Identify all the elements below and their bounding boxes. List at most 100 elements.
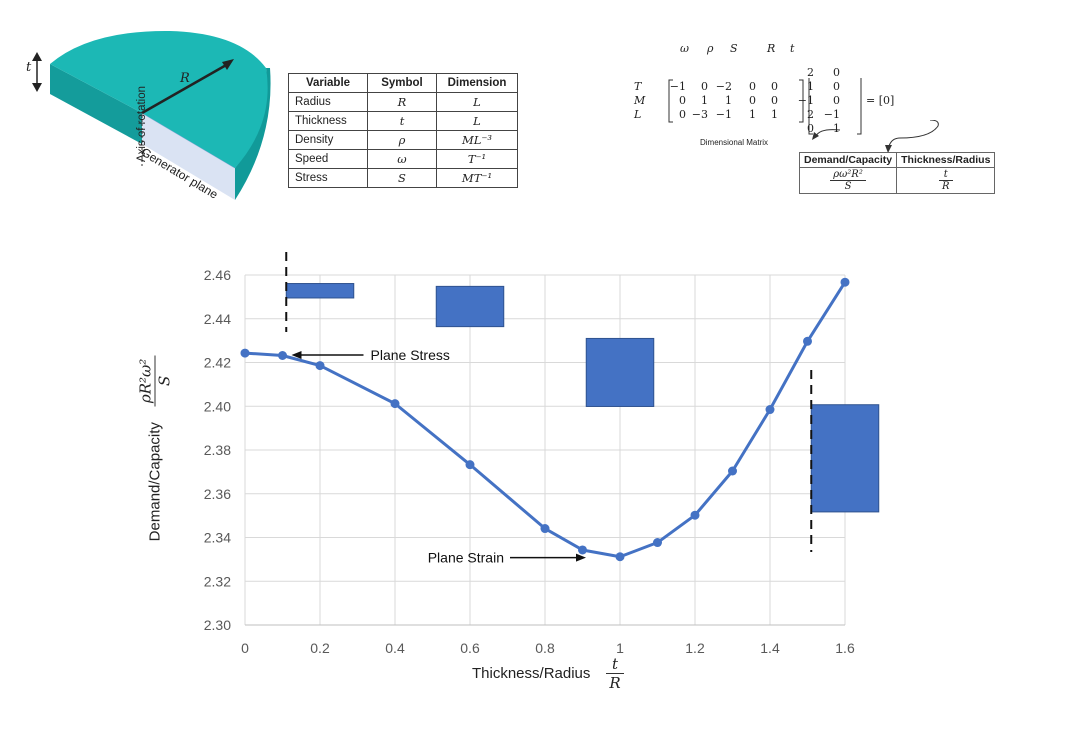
matrix-brackets	[668, 78, 862, 135]
table-row: Density ρ ML⁻³	[288, 130, 518, 150]
x-tick-label: 0.8	[535, 640, 555, 656]
thickness-radius-fraction: t R	[939, 169, 953, 192]
x-tick-label: 1	[616, 640, 624, 656]
matrix-cell: −1	[715, 108, 732, 121]
table-row: Thickness t L	[288, 111, 518, 131]
matrix-cell: 1	[749, 108, 756, 121]
y-tick-label: 2.36	[204, 486, 231, 502]
null-space-cell: −1	[797, 94, 814, 107]
y-axis-title: Demand/Capacity ρR²ω² S	[136, 334, 174, 564]
x-tick-label: 1.4	[760, 640, 780, 656]
matrix-cell: −3	[691, 108, 708, 121]
x-tick-label: 1.2	[685, 640, 705, 656]
cross-section-box	[810, 404, 880, 513]
annotation-arrowhead	[576, 553, 586, 562]
matrix-col-var: t	[790, 42, 795, 55]
fraction-denominator: R	[609, 674, 621, 692]
matrix-cell: 0	[679, 94, 686, 107]
data-point	[540, 524, 550, 534]
cross-section-box	[585, 337, 655, 407]
y-tick-label: 2.40	[204, 398, 231, 414]
data-point	[840, 277, 850, 287]
y-tick-label: 2.32	[204, 573, 231, 589]
data-point	[765, 405, 775, 415]
x-tick-label: 0.2	[310, 640, 330, 656]
matrix-cell: 0	[749, 80, 756, 93]
matrix-pointer-arrows	[812, 120, 939, 153]
x-tick-label: 0.4	[385, 640, 405, 656]
x-tick-label: 0	[241, 640, 249, 656]
data-point	[728, 466, 737, 476]
matrix-col-var: ρ	[707, 42, 714, 55]
matrix-cell: 0	[771, 94, 778, 107]
matrix-col-var: S	[730, 42, 738, 55]
x-axis-title: Thickness/Radius t R	[472, 655, 624, 692]
fraction-denominator: S	[844, 181, 852, 192]
matrix-col-var: ω	[680, 42, 689, 55]
matrix-cell: 1	[701, 94, 708, 107]
data-point	[653, 538, 662, 548]
y-tick-label: 2.46	[204, 267, 231, 283]
var-dimension: MT⁻¹	[436, 168, 518, 188]
demand-capacity-fraction: ρω²R² S	[830, 169, 866, 192]
x-axis-label: Thickness/Radius	[472, 665, 591, 682]
matrix-cell: −1	[669, 80, 686, 93]
data-point	[278, 351, 287, 360]
dc-table-header: Thickness/Radius	[896, 152, 996, 168]
variable-table: Variable Symbol Dimension Radius R L Thi…	[288, 73, 518, 188]
annotation-plane-strain: Plane Strain	[428, 550, 504, 566]
matrix-cell: 1	[725, 94, 732, 107]
y-tick-label: 2.42	[204, 355, 231, 371]
null-space-cell: 1	[833, 122, 840, 135]
matrix-equals: = [0]	[866, 94, 895, 107]
cross-section-box	[285, 283, 355, 299]
data-point	[240, 348, 250, 358]
dimensionless-groups-table: Demand/Capacity Thickness/Radius ρω²R² S…	[798, 152, 996, 194]
data-point	[578, 545, 587, 555]
disc-radius-label: R	[180, 71, 190, 86]
matrix-cell: 0	[771, 80, 778, 93]
y-axis-fraction: ρR²ω² S	[136, 355, 174, 407]
null-space-cell: 2	[807, 108, 814, 121]
table-row: ρω²R² S t R	[798, 167, 996, 194]
fraction-denominator: S	[155, 375, 174, 387]
x-axis-fraction: t R	[606, 655, 624, 692]
null-space-cell: 2	[807, 66, 814, 79]
disc-diagram	[32, 30, 271, 200]
annotation-arrowhead	[291, 351, 302, 359]
var-name: Density	[288, 130, 368, 150]
fraction-numerator: ρω²R²	[830, 169, 866, 181]
y-axis-label: Demand/Capacity	[146, 422, 164, 542]
matrix-row-var: M	[634, 94, 646, 107]
var-name: Stress	[288, 168, 368, 188]
fraction-numerator: t	[939, 169, 953, 181]
table-row: Stress S MT⁻¹	[288, 168, 518, 188]
var-name: Radius	[288, 92, 368, 112]
series-line	[244, 281, 847, 559]
matrix-cell: −2	[715, 80, 732, 93]
fraction-numerator: ρR²ω²	[136, 355, 156, 407]
data-point	[690, 510, 700, 520]
null-space-cell: 0	[833, 94, 840, 107]
y-tick-label: 2.34	[204, 530, 231, 546]
matrix-cell: 0	[749, 94, 756, 107]
null-space-cell: 1	[807, 80, 814, 93]
matrix-row-var: T	[634, 80, 642, 93]
data-point	[465, 460, 475, 470]
x-tick-label: 0.6	[460, 640, 480, 656]
matrix-cell: 0	[679, 108, 686, 121]
data-point	[315, 361, 325, 371]
null-space-cell: 0	[833, 80, 840, 93]
fraction-numerator: t	[606, 655, 624, 674]
y-tick-label: 2.30	[204, 617, 231, 633]
matrix-col-var: R	[767, 42, 776, 55]
matrix-cell: 1	[771, 108, 778, 121]
matrix-cell: 0	[701, 80, 708, 93]
y-tick-label: 2.38	[204, 442, 231, 458]
y-tick-label: 2.44	[204, 311, 231, 327]
x-tick-label: 1.6	[835, 640, 855, 656]
matrix-caption: Dimensional Matrix	[700, 138, 769, 147]
null-space-cell: −1	[823, 108, 840, 121]
var-name: Thickness	[288, 111, 368, 131]
